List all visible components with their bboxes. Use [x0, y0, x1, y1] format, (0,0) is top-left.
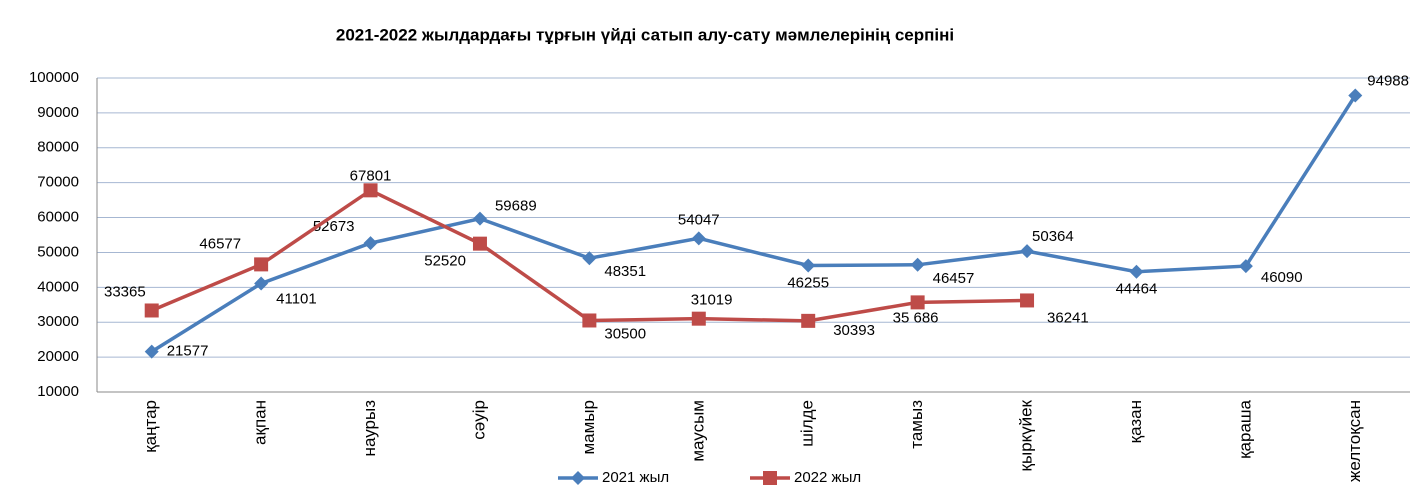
- point-marker: [801, 313, 816, 328]
- data-label: 21577: [167, 343, 209, 360]
- data-label: 52520: [424, 253, 466, 270]
- x-tick-label: сәуір: [469, 400, 488, 440]
- y-tick-label: 80000: [37, 139, 79, 156]
- point-marker: [363, 183, 378, 198]
- data-label: 30393: [833, 322, 875, 339]
- data-label: 41101: [276, 290, 317, 307]
- point-marker: [144, 303, 159, 318]
- legend-label: 2021 жыл: [602, 469, 669, 486]
- point-marker: [582, 251, 597, 266]
- y-tick-label: 90000: [37, 104, 79, 121]
- point-marker: [1020, 293, 1035, 308]
- point-marker: [1348, 88, 1363, 103]
- point-marker: [582, 313, 597, 328]
- y-tick-label: 20000: [37, 348, 79, 365]
- point-marker: [254, 257, 269, 272]
- x-tick-label: желтоқсан: [1345, 400, 1364, 482]
- y-tick-label: 50000: [37, 243, 79, 260]
- point-marker: [910, 295, 925, 310]
- legend-marker: [763, 471, 777, 485]
- y-tick-label: 70000: [37, 174, 79, 191]
- data-label: 46255: [787, 274, 829, 291]
- data-label: 33365: [104, 283, 146, 300]
- x-tick-label: ақпан: [251, 400, 270, 445]
- y-tick-label: 60000: [37, 209, 79, 226]
- y-tick-label: 40000: [37, 278, 79, 295]
- data-label: 48351: [604, 263, 646, 280]
- x-tick-label: шілде: [798, 400, 817, 447]
- data-label: 36241: [1047, 309, 1089, 326]
- y-tick-label: 30000: [37, 313, 79, 330]
- point-marker: [910, 257, 925, 272]
- x-tick-label: қараша: [1235, 399, 1254, 458]
- point-marker: [691, 231, 706, 246]
- x-tick-label: тамыз: [907, 400, 926, 449]
- point-marker: [691, 311, 706, 326]
- data-label: 46457: [933, 270, 975, 287]
- point-marker: [1020, 244, 1035, 259]
- data-label: 67801: [350, 167, 392, 184]
- x-tick-label: маусым: [688, 400, 707, 462]
- x-tick-label: қыркүйек: [1017, 399, 1036, 471]
- data-label: 30500: [604, 325, 646, 342]
- chart-title: 2021-2022 жылдардағы тұрғын үйді сатып а…: [336, 25, 954, 44]
- data-label: 94988: [1367, 72, 1409, 89]
- point-marker: [1129, 264, 1144, 279]
- x-tick-label: наурыз: [360, 400, 379, 457]
- data-label: 50364: [1032, 228, 1074, 245]
- point-marker: [1238, 259, 1253, 274]
- x-tick-label: қаңтар: [141, 400, 160, 453]
- data-label: 59689: [495, 198, 537, 215]
- point-marker: [472, 236, 487, 251]
- legend-marker: [571, 471, 585, 485]
- data-label: 44464: [1116, 281, 1158, 298]
- point-marker: [363, 236, 378, 251]
- point-marker: [144, 344, 159, 359]
- legend-label: 2022 жыл: [794, 469, 861, 486]
- data-label: 54047: [678, 211, 720, 228]
- data-label: 46577: [199, 235, 241, 252]
- x-tick-label: мамыр: [579, 400, 598, 455]
- data-label: 35 686: [893, 309, 939, 326]
- point-marker: [254, 276, 269, 291]
- x-tick-label: қазан: [1126, 400, 1145, 443]
- point-marker: [472, 211, 487, 226]
- point-marker: [801, 258, 816, 273]
- data-label: 46090: [1261, 269, 1303, 286]
- y-tick-label: 10000: [37, 383, 79, 400]
- data-label: 31019: [691, 292, 733, 309]
- series-line: [150, 94, 1357, 354]
- y-tick-label: 100000: [29, 69, 79, 86]
